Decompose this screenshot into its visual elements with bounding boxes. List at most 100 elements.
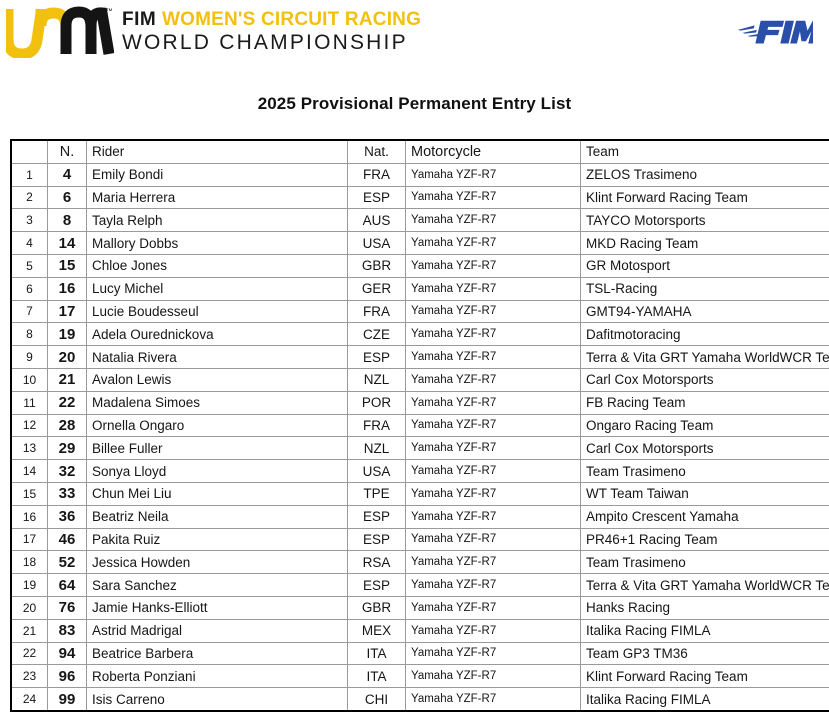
rider-nationality: ITA bbox=[348, 665, 406, 688]
motorcycle: Yamaha YZF-R7 bbox=[406, 688, 581, 711]
rider-nationality: ITA bbox=[348, 642, 406, 665]
motorcycle: Yamaha YZF-R7 bbox=[406, 232, 581, 255]
motorcycle: Yamaha YZF-R7 bbox=[406, 368, 581, 391]
team-name: Carl Cox Motorsports bbox=[581, 368, 829, 391]
rider-number: 16 bbox=[48, 277, 87, 300]
row-index: 23 bbox=[11, 665, 48, 688]
wm-monogram-icon: ™ bbox=[6, 6, 114, 58]
motorcycle: Yamaha YZF-R7 bbox=[406, 505, 581, 528]
page-title: 2025 Provisional Permanent Entry List bbox=[0, 92, 829, 116]
team-name: Klint Forward Racing Team bbox=[581, 186, 829, 209]
rider-nationality: AUS bbox=[348, 209, 406, 232]
motorcycle: Yamaha YZF-R7 bbox=[406, 186, 581, 209]
motorcycle: Yamaha YZF-R7 bbox=[406, 254, 581, 277]
rider-name: Pakita Ruiz bbox=[87, 528, 348, 551]
rider-nationality: FRA bbox=[348, 414, 406, 437]
rider-name: Beatrice Barbera bbox=[87, 642, 348, 665]
rider-nationality: FRA bbox=[348, 163, 406, 186]
rider-nationality: ESP bbox=[348, 528, 406, 551]
rider-number: 83 bbox=[48, 619, 87, 642]
row-index: 19 bbox=[11, 574, 48, 597]
rider-number: 94 bbox=[48, 642, 87, 665]
row-index: 17 bbox=[11, 528, 48, 551]
rider-name: Madalena Simoes bbox=[87, 391, 348, 414]
team-name: GMT94-YAMAHA bbox=[581, 300, 829, 323]
row-index: 8 bbox=[11, 323, 48, 346]
rider-number: 22 bbox=[48, 391, 87, 414]
row-index: 15 bbox=[11, 482, 48, 505]
motorcycle: Yamaha YZF-R7 bbox=[406, 163, 581, 186]
rider-nationality: CHI bbox=[348, 688, 406, 711]
row-index: 5 bbox=[11, 254, 48, 277]
team-name: TAYCO Motorsports bbox=[581, 209, 829, 232]
motorcycle: Yamaha YZF-R7 bbox=[406, 551, 581, 574]
rider-nationality: NZL bbox=[348, 437, 406, 460]
svg-text:™: ™ bbox=[106, 8, 113, 15]
motorcycle: Yamaha YZF-R7 bbox=[406, 528, 581, 551]
rider-nationality: ESP bbox=[348, 186, 406, 209]
rider-number: 4 bbox=[48, 163, 87, 186]
row-index: 12 bbox=[11, 414, 48, 437]
rider-nationality: USA bbox=[348, 232, 406, 255]
fim-logo-icon bbox=[737, 14, 813, 48]
rider-nationality: TPE bbox=[348, 482, 406, 505]
team-name: ZELOS Trasimeno bbox=[581, 163, 829, 186]
team-name: GR Motosport bbox=[581, 254, 829, 277]
motorcycle: Yamaha YZF-R7 bbox=[406, 346, 581, 369]
rider-name: Roberta Ponziani bbox=[87, 665, 348, 688]
rider-name: Natalia Rivera bbox=[87, 346, 348, 369]
rider-number: 17 bbox=[48, 300, 87, 323]
rider-number: 19 bbox=[48, 323, 87, 346]
rider-number: 32 bbox=[48, 460, 87, 483]
rider-name: Billee Fuller bbox=[87, 437, 348, 460]
rider-number: 29 bbox=[48, 437, 87, 460]
rider-name: Mallory Dobbs bbox=[87, 232, 348, 255]
column-header-index bbox=[11, 140, 48, 163]
wordmark-world-championship: WORLD CHAMPIONSHIP bbox=[122, 30, 421, 55]
motorcycle: Yamaha YZF-R7 bbox=[406, 596, 581, 619]
rider-name: Chun Mei Liu bbox=[87, 482, 348, 505]
rider-name: Ornella Ongaro bbox=[87, 414, 348, 437]
rider-number: 99 bbox=[48, 688, 87, 711]
rider-number: 14 bbox=[48, 232, 87, 255]
team-name: Klint Forward Racing Team bbox=[581, 665, 829, 688]
motorcycle: Yamaha YZF-R7 bbox=[406, 300, 581, 323]
rider-number: 76 bbox=[48, 596, 87, 619]
row-index: 1 bbox=[11, 163, 48, 186]
rider-nationality: POR bbox=[348, 391, 406, 414]
motorcycle: Yamaha YZF-R7 bbox=[406, 391, 581, 414]
motorcycle: Yamaha YZF-R7 bbox=[406, 574, 581, 597]
row-index: 14 bbox=[11, 460, 48, 483]
team-name: Terra & Vita GRT Yamaha WorldWCR Team bbox=[581, 574, 829, 597]
team-name: FB Racing Team bbox=[581, 391, 829, 414]
rider-nationality: ESP bbox=[348, 574, 406, 597]
row-index: 7 bbox=[11, 300, 48, 323]
rider-number: 6 bbox=[48, 186, 87, 209]
rider-name: Sara Sanchez bbox=[87, 574, 348, 597]
rider-number: 46 bbox=[48, 528, 87, 551]
rider-name: Beatriz Neila bbox=[87, 505, 348, 528]
team-name: Italika Racing FIMLA bbox=[581, 688, 829, 711]
row-index: 24 bbox=[11, 688, 48, 711]
motorcycle: Yamaha YZF-R7 bbox=[406, 619, 581, 642]
team-name: Terra & Vita GRT Yamaha WorldWCR Team bbox=[581, 346, 829, 369]
column-header-rider: Rider bbox=[87, 140, 348, 163]
rider-nationality: GBR bbox=[348, 596, 406, 619]
team-name: Team Trasimeno bbox=[581, 551, 829, 574]
row-index: 4 bbox=[11, 232, 48, 255]
team-name: Dafitmotoracing bbox=[581, 323, 829, 346]
rider-name: Jamie Hanks-Elliott bbox=[87, 596, 348, 619]
